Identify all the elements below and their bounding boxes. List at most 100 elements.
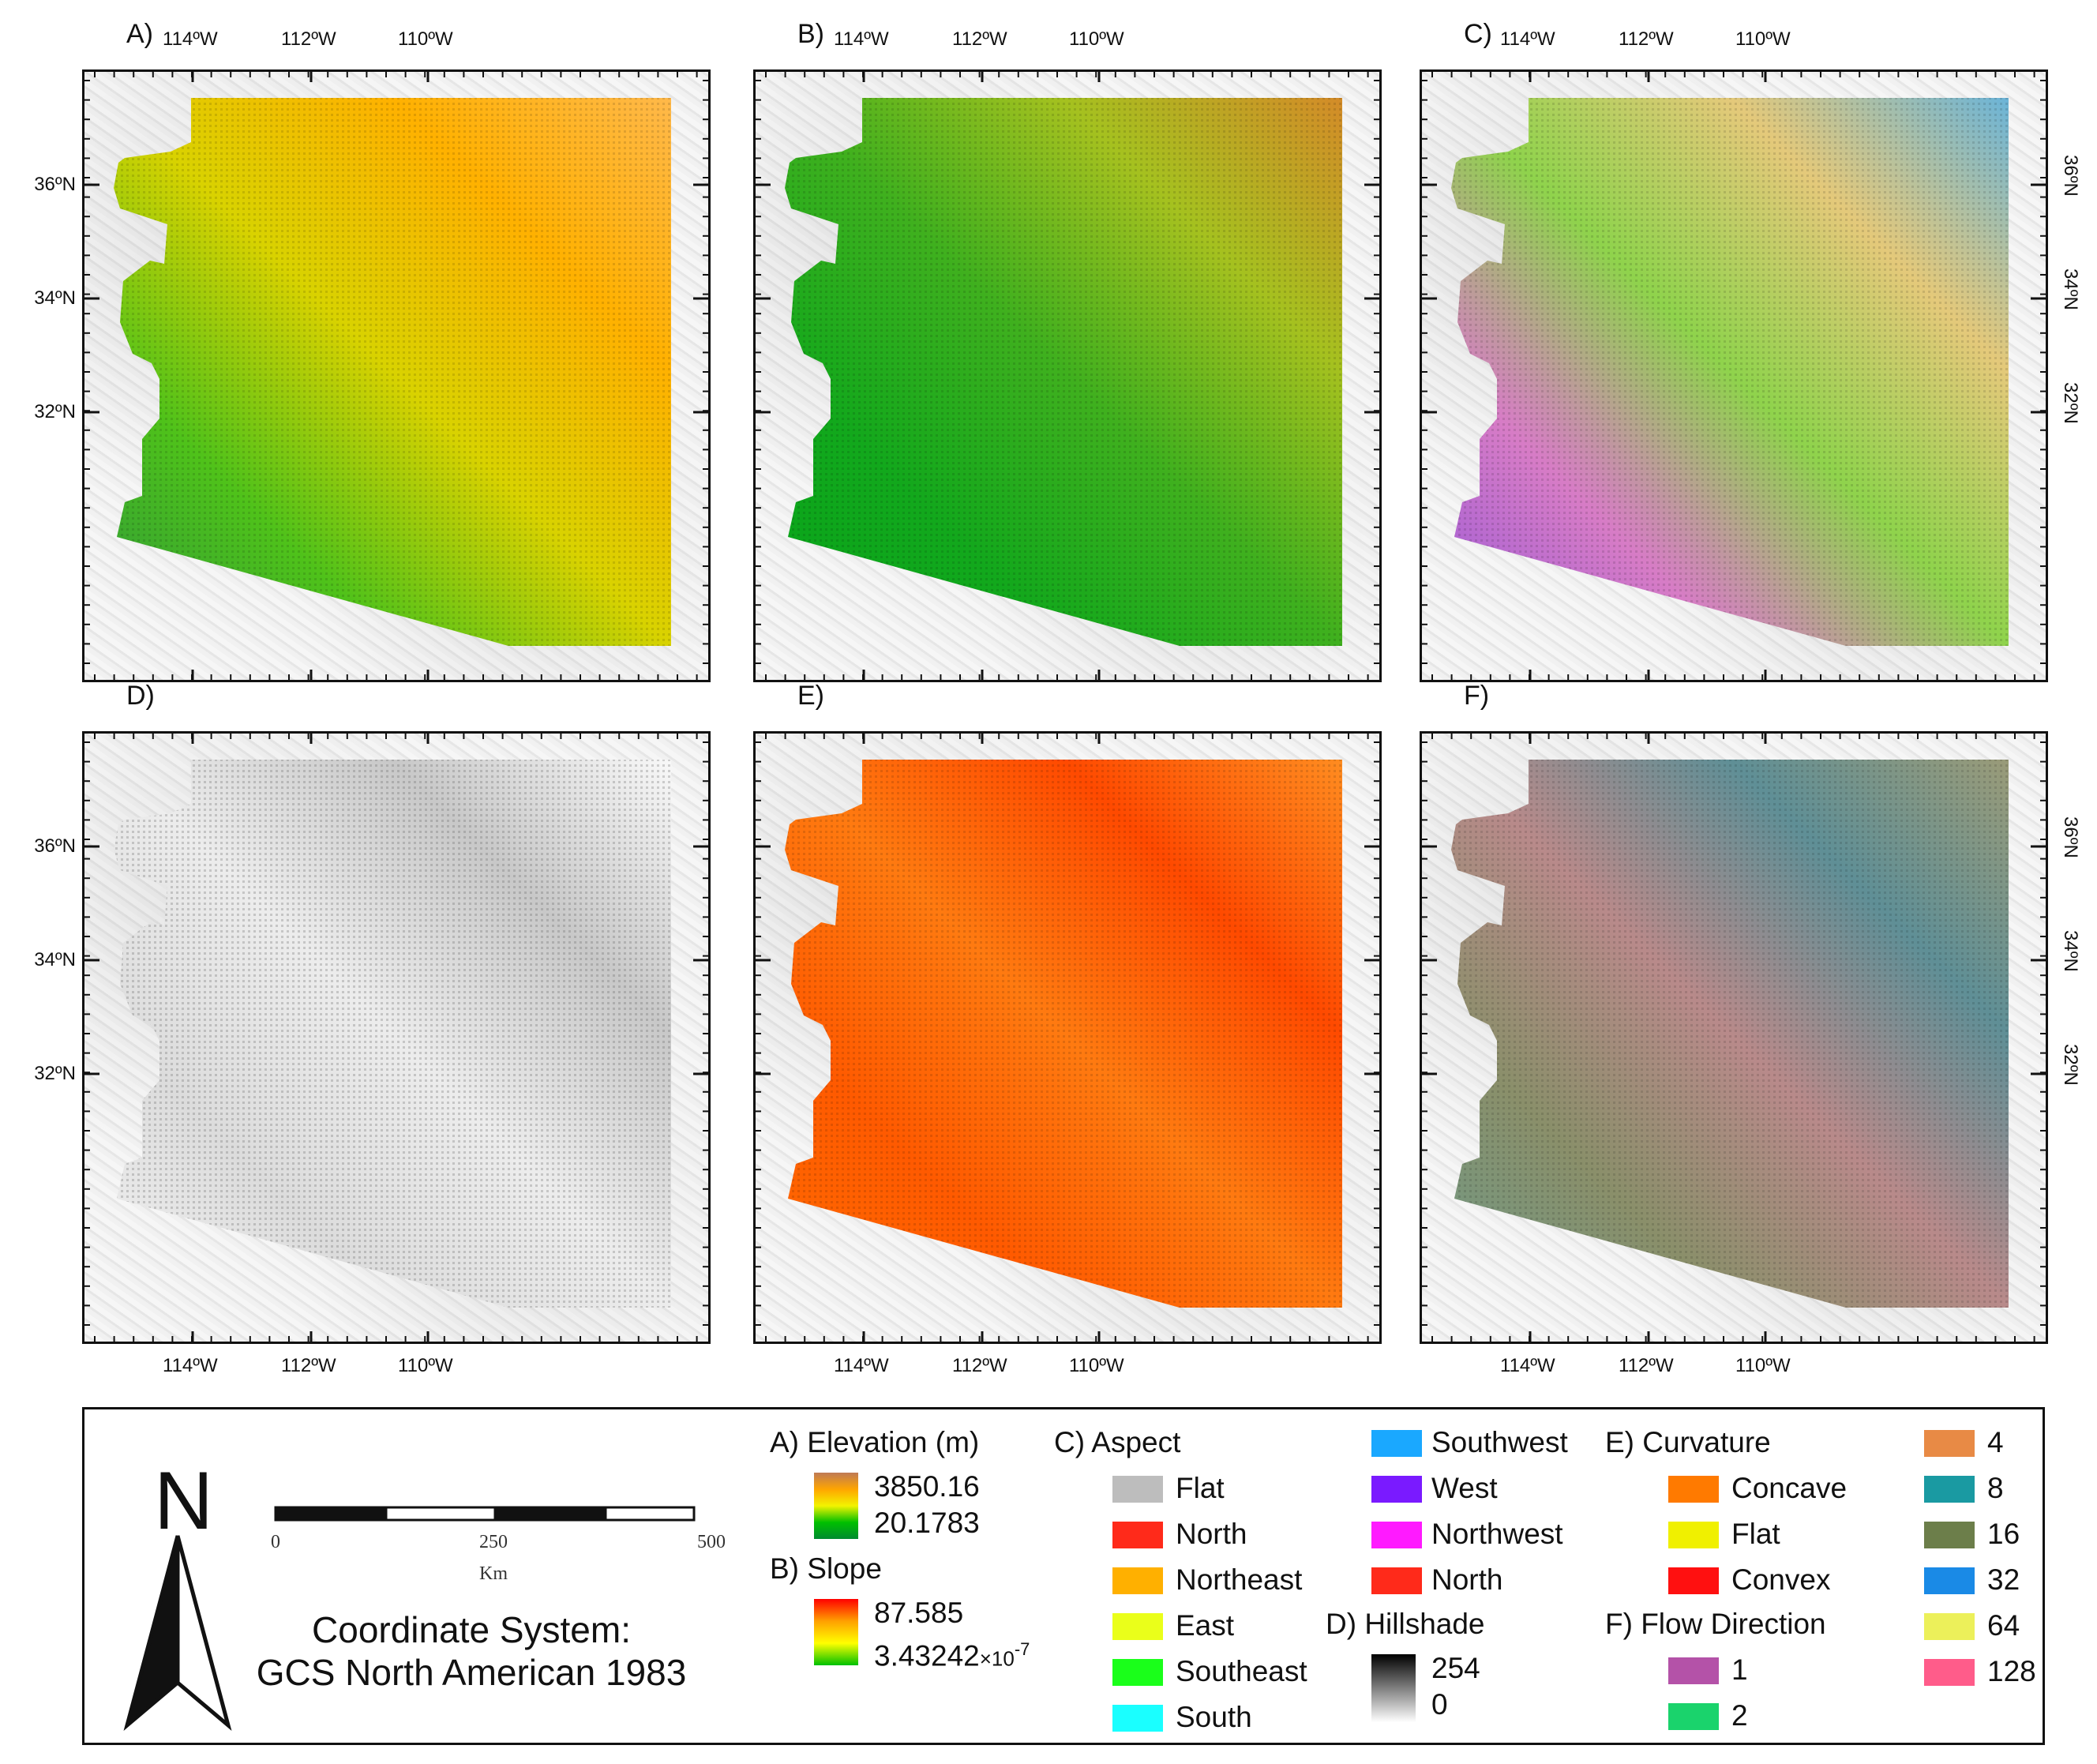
- legend-swatch: [1112, 1567, 1163, 1594]
- panel-letter: C): [1464, 19, 1492, 49]
- latitude-label: 32ºN: [34, 401, 76, 422]
- elevation-legend-title: A) Elevation (m): [770, 1426, 980, 1458]
- map-panel-aspect: [1420, 69, 2048, 682]
- latitude-label: 32ºN: [2060, 1044, 2081, 1086]
- raster-map-slope: [753, 69, 1382, 682]
- north-letter: N: [154, 1455, 214, 1547]
- legend-item-label: Concave: [1731, 1472, 1848, 1504]
- legend-item-label: 64: [1987, 1609, 2020, 1642]
- hillshade-color-ramp: [1371, 1654, 1416, 1722]
- legend-swatch: [1112, 1476, 1163, 1503]
- legend-item-label: 1: [1731, 1653, 1748, 1686]
- elevation-min-label: 20.1783: [874, 1507, 980, 1539]
- legend-swatch: [1924, 1613, 1975, 1640]
- longitude-label: 114ºW: [163, 1355, 218, 1376]
- legend-swatch: [1924, 1567, 1975, 1594]
- coordinate-system-line2: GCS North American 1983: [256, 1652, 687, 1693]
- legend-item-label: 128: [1987, 1655, 2036, 1687]
- scale-tick-250: 250: [479, 1532, 508, 1552]
- longitude-label: 112ºW: [1619, 1355, 1674, 1376]
- legend-swatch: [1668, 1567, 1719, 1594]
- latitude-label: 36ºN: [2060, 155, 2081, 197]
- longitude-label: 114ºW: [834, 28, 889, 50]
- latitude-label: 34ºN: [2060, 268, 2081, 310]
- legend-swatch: [1371, 1476, 1422, 1503]
- longitude-label: 114ºW: [834, 1355, 889, 1376]
- raster-texture: [114, 98, 671, 646]
- elevation-max-label: 3850.16: [874, 1470, 980, 1503]
- slope-max-label: 87.585: [874, 1597, 964, 1629]
- raster-texture: [114, 760, 671, 1308]
- slope-legend-title: B) Slope: [770, 1552, 882, 1585]
- raster-map-aspect: [1420, 69, 2048, 682]
- legend-item-label: 2: [1731, 1699, 1748, 1732]
- raster-map-flow-direction: [1420, 731, 2048, 1344]
- longitude-label: 112ºW: [281, 28, 336, 50]
- longitude-label: 110ºW: [1069, 28, 1124, 50]
- latitude-label: 34ºN: [34, 287, 76, 309]
- raster-texture: [785, 98, 1342, 646]
- legend-swatch: [1924, 1522, 1975, 1548]
- legend-swatch: [1112, 1522, 1163, 1548]
- panel-letter: A): [126, 19, 153, 49]
- flow-direction-legend-title: F) Flow Direction: [1605, 1608, 1826, 1640]
- slope-min-suffix: ×10: [979, 1646, 1015, 1671]
- panel-letter: D): [126, 681, 155, 711]
- slope-min-label: 3.43242×10-7: [874, 1634, 1030, 1674]
- legend-swatch: [1112, 1659, 1163, 1686]
- raster-map-hillshade: [82, 731, 711, 1344]
- legend-item-label: North: [1431, 1563, 1503, 1596]
- longitude-label: 112ºW: [281, 1355, 336, 1376]
- panel-letter: B): [797, 19, 824, 49]
- hillshade-legend-title: D) Hillshade: [1326, 1608, 1485, 1640]
- legend-swatch: [1668, 1476, 1719, 1503]
- legend-item-label: Southeast: [1176, 1655, 1307, 1687]
- hillshade-max-label: 254: [1431, 1652, 1480, 1684]
- elevation-color-ramp: [814, 1473, 858, 1539]
- legend-swatch: [1924, 1476, 1975, 1503]
- longitude-label: 114ºW: [1500, 28, 1555, 50]
- legend-item-label: West: [1431, 1472, 1498, 1504]
- legend-swatch: [1924, 1430, 1975, 1457]
- legend-item-label: Convex: [1731, 1563, 1831, 1596]
- latitude-label: 34ºN: [2060, 930, 2081, 972]
- panel-letter: E): [797, 681, 824, 711]
- raster-texture: [1451, 98, 2009, 646]
- legend-item-label: Southwest: [1431, 1426, 1568, 1458]
- raster-map-elevation: [82, 69, 711, 682]
- map-panel-curvature: [753, 731, 1382, 1344]
- legend-item-label: Flat: [1176, 1472, 1225, 1504]
- longitude-label: 112ºW: [1619, 28, 1674, 50]
- longitude-label: 110ºW: [398, 28, 453, 50]
- legend-item-label: Northwest: [1431, 1518, 1563, 1550]
- legend-item-label: South: [1176, 1701, 1252, 1733]
- latitude-label: 32ºN: [2060, 382, 2081, 424]
- hillshade-min-label: 0: [1431, 1688, 1448, 1721]
- raster-map-curvature: [753, 731, 1382, 1344]
- legend-item-label: 8: [1987, 1472, 2004, 1504]
- latitude-label: 36ºN: [2060, 816, 2081, 858]
- slope-min-value: 3.43242: [874, 1639, 980, 1672]
- map-panel-elevation: [82, 69, 711, 682]
- legend-swatch: [1668, 1657, 1719, 1684]
- aspect-legend-title: C) Aspect: [1054, 1426, 1181, 1458]
- legend-swatch: [1371, 1430, 1422, 1457]
- panel-letter: F): [1464, 681, 1490, 711]
- longitude-label: 110ºW: [1735, 1355, 1791, 1376]
- curvature-legend-title: E) Curvature: [1605, 1426, 1771, 1458]
- legend-swatch: [1371, 1567, 1422, 1594]
- longitude-label: 114ºW: [1500, 1355, 1555, 1376]
- legend-item-label: Flat: [1731, 1518, 1780, 1550]
- slope-color-ramp: [814, 1599, 858, 1665]
- latitude-label: 32ºN: [34, 1063, 76, 1084]
- legend-swatch: [1668, 1522, 1719, 1548]
- raster-texture: [785, 760, 1342, 1308]
- scale-tick-500: 500: [697, 1532, 726, 1552]
- longitude-label: 112ºW: [952, 28, 1007, 50]
- longitude-label: 114ºW: [163, 28, 218, 50]
- legend-swatch: [1371, 1522, 1422, 1548]
- legend-item-label: 32: [1987, 1563, 2020, 1596]
- map-panel-flow-direction: [1420, 731, 2048, 1344]
- coordinate-system-line1: Coordinate System:: [312, 1609, 631, 1650]
